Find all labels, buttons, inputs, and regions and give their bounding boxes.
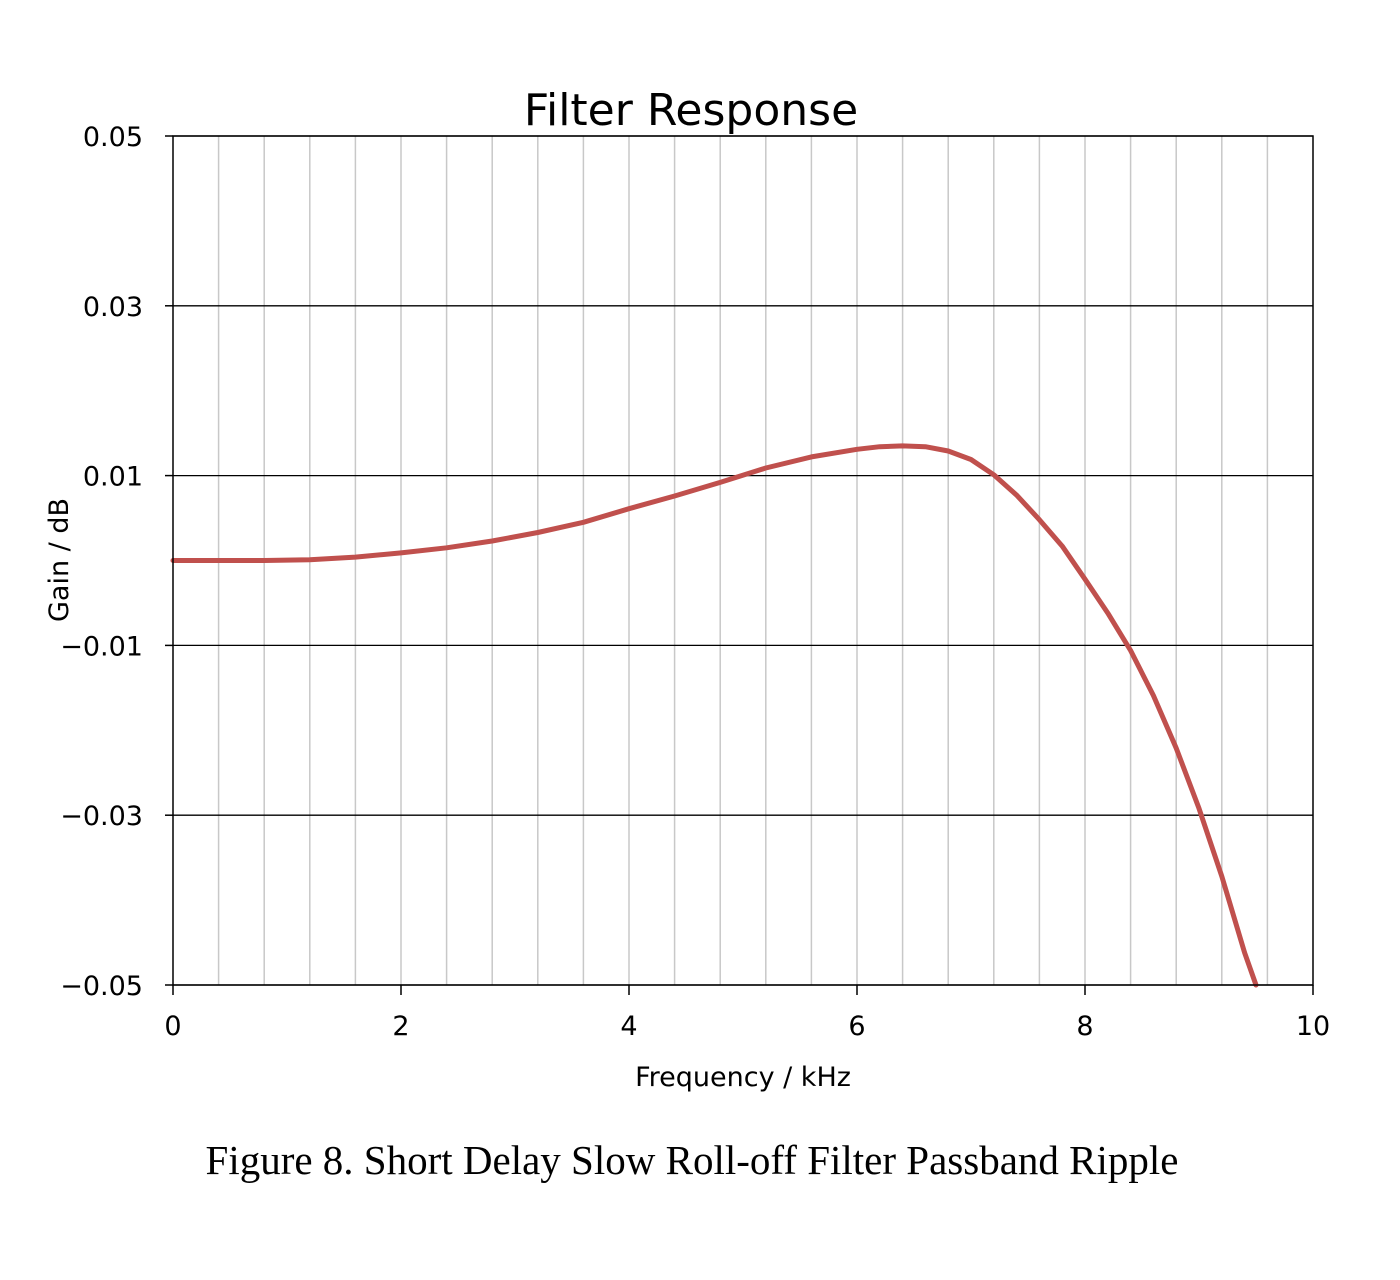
filter-response-chart: Filter Response 0 2 4 6 8 10 0.05 0.03 0.01 −0.0… — [44, 85, 1331, 1093]
x-tick-label: 6 — [848, 1011, 865, 1042]
x-axis-ticks: 0 2 4 6 8 10 — [164, 985, 1330, 1042]
y-tick-label: −0.03 — [60, 801, 143, 832]
x-tick-label: 8 — [1076, 1011, 1093, 1042]
x-axis-label: Frequency / kHz — [635, 1062, 851, 1093]
y-tick-label: −0.05 — [60, 971, 143, 1002]
minor-gridlines — [217, 136, 1269, 985]
x-tick-label: 0 — [164, 1011, 181, 1042]
y-tick-label: 0.03 — [83, 292, 143, 323]
x-tick-label: 10 — [1296, 1011, 1330, 1042]
plot-area-frame — [172, 135, 1314, 986]
y-tick-label: −0.01 — [60, 631, 143, 662]
y-axis-label: Gain / dB — [44, 498, 75, 622]
chart-title: Filter Response — [524, 85, 858, 136]
series-line-gain — [170, 443, 1259, 988]
figure-caption: Figure 8. Short Delay Slow Roll-off Filt… — [205, 1137, 1179, 1183]
x-tick-label: 2 — [392, 1011, 409, 1042]
y-tick-label: 0.05 — [83, 122, 143, 153]
y-axis-ticks: 0.05 0.03 0.01 −0.01 −0.03 −0.05 — [60, 122, 173, 1002]
y-tick-label: 0.01 — [83, 462, 143, 493]
x-tick-label: 4 — [620, 1011, 637, 1042]
